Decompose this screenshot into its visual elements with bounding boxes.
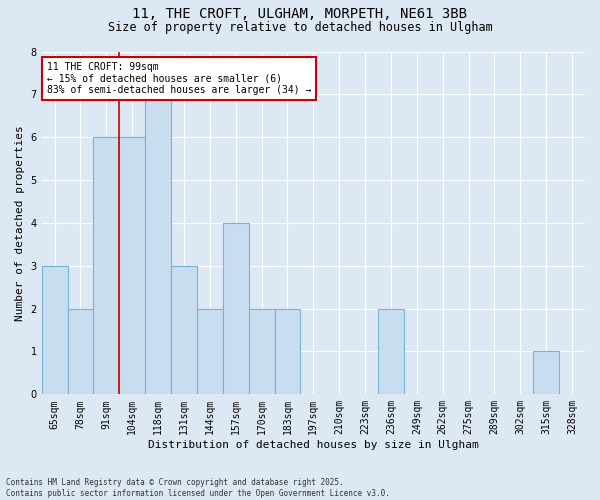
Text: 11 THE CROFT: 99sqm
← 15% of detached houses are smaller (6)
83% of semi-detache: 11 THE CROFT: 99sqm ← 15% of detached ho…	[47, 62, 311, 95]
Y-axis label: Number of detached properties: Number of detached properties	[15, 125, 25, 321]
Text: 11, THE CROFT, ULGHAM, MORPETH, NE61 3BB: 11, THE CROFT, ULGHAM, MORPETH, NE61 3BB	[133, 8, 467, 22]
Bar	[533, 352, 559, 395]
Bar	[94, 137, 119, 394]
X-axis label: Distribution of detached houses by size in Ulgham: Distribution of detached houses by size …	[148, 440, 479, 450]
Bar	[197, 308, 223, 394]
Bar	[223, 223, 248, 394]
Bar	[41, 266, 68, 394]
Bar	[171, 266, 197, 394]
Bar	[119, 137, 145, 394]
Bar	[145, 94, 171, 395]
Bar	[248, 308, 275, 394]
Bar	[275, 308, 301, 394]
Bar	[68, 308, 94, 394]
Bar	[378, 308, 404, 394]
Text: Size of property relative to detached houses in Ulgham: Size of property relative to detached ho…	[107, 21, 493, 34]
Text: Contains HM Land Registry data © Crown copyright and database right 2025.
Contai: Contains HM Land Registry data © Crown c…	[6, 478, 390, 498]
